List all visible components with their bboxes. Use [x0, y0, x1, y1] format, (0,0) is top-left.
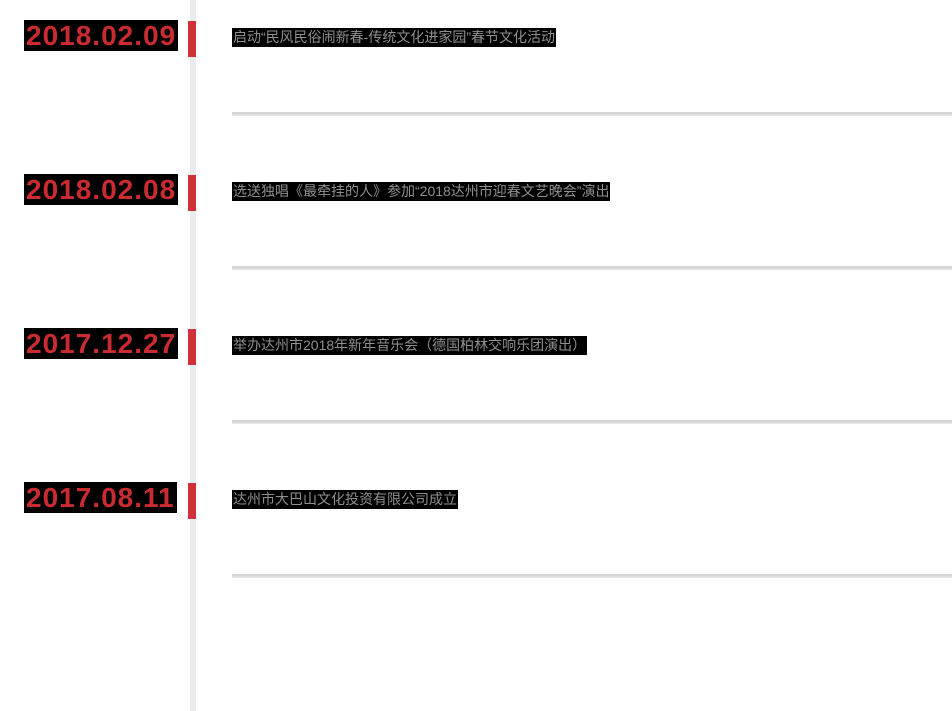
- timeline-date-wrap: 2017.12.27: [24, 328, 179, 359]
- separator-line: [232, 574, 952, 578]
- timeline-tick-marker: [188, 175, 196, 211]
- timeline-date-wrap: 2018.02.08: [24, 174, 179, 205]
- timeline-tick-marker: [188, 21, 196, 57]
- timeline-date: 2017.12.27: [24, 328, 179, 359]
- timeline-item: 2017.12.27 举办达州市2018年新年音乐会（德国柏林交响乐团演出）: [0, 328, 952, 482]
- timeline-date-wrap: 2018.02.09: [24, 20, 179, 51]
- timeline-event-wrap: 举办达州市2018年新年音乐会（德国柏林交响乐团演出）: [232, 336, 942, 355]
- separator-line: [232, 266, 952, 270]
- timeline-date: 2018.02.09: [24, 20, 179, 51]
- timeline-item: 2018.02.08 选送独唱《最牵挂的人》参加“2018达州市迎春文艺晚会”演…: [0, 174, 952, 328]
- timeline-event-text: 举办达州市2018年新年音乐会（德国柏林交响乐团演出）: [232, 336, 588, 355]
- timeline-date: 2018.02.08: [24, 174, 179, 205]
- timeline-event-text: 选送独唱《最牵挂的人》参加“2018达州市迎春文艺晚会”演出: [232, 182, 611, 201]
- timeline-event-wrap: 选送独唱《最牵挂的人》参加“2018达州市迎春文艺晚会”演出: [232, 182, 942, 201]
- timeline-event-text: 达州市大巴山文化投资有限公司成立: [232, 490, 458, 509]
- timeline-date: 2017.08.11: [24, 482, 177, 513]
- timeline-event-text: 启动“民风民俗闹新春-传统文化进家园”春节文化活动: [232, 28, 556, 47]
- timeline-item: 2017.08.11 达州市大巴山文化投资有限公司成立: [0, 482, 952, 636]
- timeline-event-wrap: 启动“民风民俗闹新春-传统文化进家园”春节文化活动: [232, 28, 942, 47]
- timeline-date-wrap: 2017.08.11: [24, 482, 177, 513]
- timeline-item: 2018.02.09 启动“民风民俗闹新春-传统文化进家园”春节文化活动: [0, 20, 952, 174]
- separator-line: [232, 112, 952, 116]
- separator-line: [232, 420, 952, 424]
- timeline-tick-marker: [188, 483, 196, 519]
- timeline-event-wrap: 达州市大巴山文化投资有限公司成立: [232, 490, 942, 509]
- timeline-tick-marker: [188, 329, 196, 365]
